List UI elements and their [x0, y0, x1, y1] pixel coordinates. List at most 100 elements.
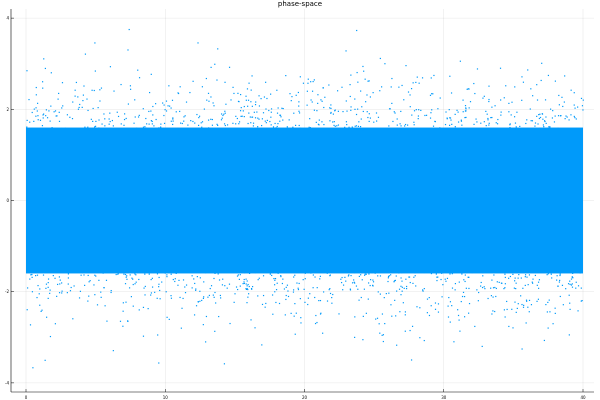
data-point [243, 278, 245, 281]
data-point [536, 99, 539, 101]
data-point [527, 306, 529, 308]
data-point [219, 294, 221, 297]
data-point [300, 322, 302, 324]
data-point [345, 50, 347, 52]
data-point [139, 271, 141, 273]
data-point [310, 272, 312, 274]
data-point [115, 273, 117, 276]
data-point [545, 116, 547, 118]
data-point [105, 279, 108, 281]
data-point [552, 110, 554, 112]
data-point [509, 123, 511, 125]
data-point [358, 121, 360, 123]
data-point [192, 120, 194, 123]
data-point [270, 93, 272, 95]
data-point [177, 127, 179, 129]
data-point [270, 124, 272, 126]
data-point [423, 339, 425, 342]
data-point [401, 280, 403, 282]
data-point [405, 285, 408, 288]
data-point [467, 88, 469, 90]
data-point [437, 276, 439, 278]
data-point [546, 274, 548, 276]
data-point [449, 273, 451, 275]
data-point [56, 295, 58, 297]
data-point [480, 122, 482, 124]
data-point [128, 287, 131, 289]
data-point [561, 284, 564, 286]
data-point [138, 278, 140, 281]
data-point [542, 118, 544, 120]
data-point [251, 285, 254, 288]
data-point [400, 277, 402, 279]
data-point [454, 126, 456, 128]
data-point [569, 308, 571, 310]
data-point [328, 84, 330, 86]
data-point [358, 275, 360, 278]
data-point [504, 276, 506, 279]
data-point [505, 85, 507, 87]
data-point [153, 125, 155, 127]
data-point [309, 118, 311, 120]
data-point [54, 277, 56, 279]
data-point [521, 99, 523, 101]
data-point [285, 75, 287, 77]
data-point [194, 271, 196, 273]
data-point [183, 120, 185, 122]
data-point [170, 107, 172, 109]
data-point [483, 121, 485, 123]
data-point [307, 82, 309, 84]
data-point [547, 273, 549, 275]
data-point [524, 276, 526, 278]
data-point [270, 108, 273, 110]
data-point [353, 279, 355, 281]
data-point [184, 115, 186, 117]
data-point [355, 125, 358, 127]
data-point [275, 127, 277, 129]
data-point [148, 110, 150, 113]
data-point [247, 296, 249, 298]
data-point [89, 129, 91, 131]
data-point [428, 297, 430, 299]
data-point [263, 96, 266, 98]
data-point [289, 93, 291, 95]
data-point [245, 95, 247, 97]
data-point [363, 288, 365, 290]
data-point [402, 302, 404, 304]
data-point [197, 124, 200, 126]
data-point [253, 111, 255, 113]
data-point [87, 109, 89, 112]
data-point [413, 124, 415, 126]
data-point [549, 311, 551, 313]
data-point [138, 114, 140, 116]
data-point [398, 86, 400, 88]
data-point [304, 278, 306, 280]
data-point [240, 107, 242, 109]
data-point [31, 111, 33, 114]
data-point [464, 105, 467, 107]
data-point [200, 122, 202, 124]
data-point [215, 302, 217, 304]
data-point [359, 125, 362, 128]
data-point [347, 275, 350, 277]
data-point [29, 278, 31, 280]
data-point [577, 285, 580, 287]
data-point [334, 110, 336, 112]
data-point [79, 103, 81, 106]
data-point [453, 341, 455, 343]
data-point [528, 311, 530, 313]
data-point [223, 123, 226, 125]
data-point [35, 275, 37, 277]
data-point [284, 314, 286, 316]
data-point [391, 77, 393, 80]
data-point [122, 302, 124, 304]
data-point [463, 279, 465, 281]
series-core-band [26, 127, 583, 274]
data-point [61, 282, 63, 284]
data-point [531, 281, 533, 283]
data-point [84, 284, 86, 286]
data-point [172, 278, 174, 281]
data-point [39, 119, 42, 121]
data-point [337, 124, 340, 126]
data-point [344, 126, 346, 128]
